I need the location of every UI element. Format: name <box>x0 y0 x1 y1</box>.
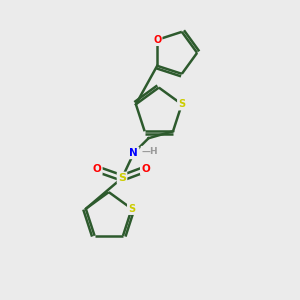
Text: —H: —H <box>142 147 158 156</box>
Text: S: S <box>118 173 126 183</box>
Text: S: S <box>178 99 185 109</box>
Text: O: O <box>93 164 101 174</box>
Text: N: N <box>129 148 138 158</box>
Text: O: O <box>153 35 161 45</box>
Text: S: S <box>128 204 135 214</box>
Text: O: O <box>141 164 150 174</box>
